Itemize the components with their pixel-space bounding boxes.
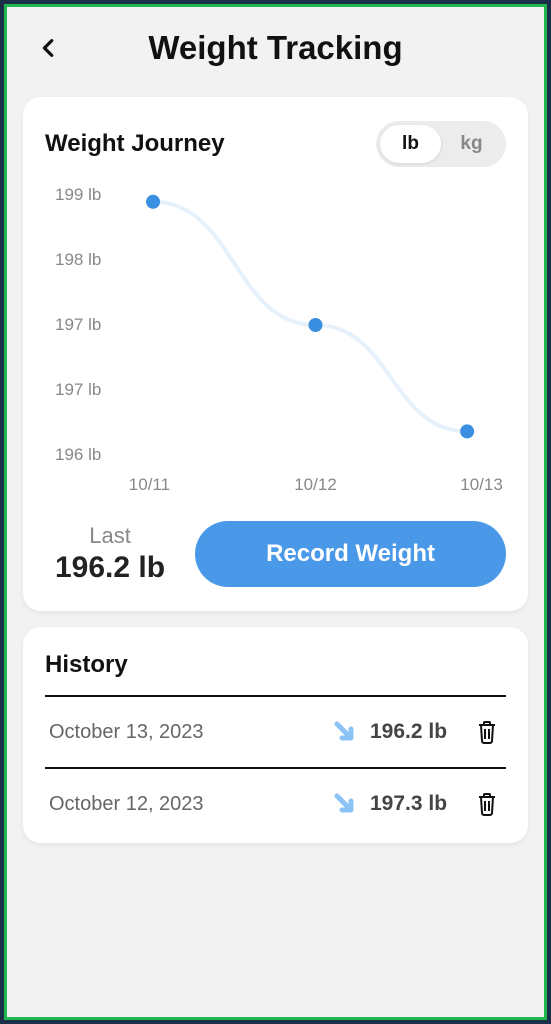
chart-ytick: 197 lb — [55, 315, 101, 335]
trend-down-icon — [332, 791, 358, 817]
chevron-left-icon — [38, 37, 60, 59]
history-date: October 12, 2023 — [49, 793, 320, 816]
chart-ytick: 197 lb — [55, 380, 101, 400]
unit-kg[interactable]: kg — [441, 125, 502, 163]
trash-icon — [475, 791, 499, 817]
chart-line — [153, 202, 467, 432]
delete-button[interactable] — [472, 717, 502, 747]
history-row: October 13, 2023 196.2 lb — [45, 695, 506, 767]
weight-chart: 199 lb 198 lb 197 lb 197 lb 196 lb 10/11 10/12… — [45, 185, 506, 495]
weight-journey-card: Weight Journey lb kg 199 lb198 lb197 lb1… — [23, 97, 528, 611]
page-title: Weight Tracking — [67, 29, 484, 67]
chart-xtick: 10/12 — [294, 475, 337, 495]
chart-svg — [135, 185, 496, 465]
last-weight-block: Last 196.2 lb — [45, 523, 175, 585]
last-label: Last — [55, 523, 165, 549]
trash-icon — [475, 719, 499, 745]
history-date: October 13, 2023 — [49, 721, 320, 744]
record-weight-button[interactable]: Record Weight — [195, 521, 506, 587]
chart-xtick: 10/11 — [129, 475, 170, 495]
chart-xtick: 10/13 — [460, 475, 503, 495]
journey-title: Weight Journey — [45, 130, 225, 158]
history-row: October 12, 2023 197.3 lb — [45, 767, 506, 839]
chart-ytick: 196 lb — [55, 445, 101, 465]
chart-ytick: 198 lb — [55, 250, 101, 270]
unit-toggle: lb kg — [376, 121, 506, 167]
chart-ytick: 199 lb — [55, 185, 101, 205]
delete-button[interactable] — [472, 789, 502, 819]
chart-marker — [309, 318, 323, 332]
unit-lb[interactable]: lb — [380, 125, 441, 163]
history-title: History — [45, 651, 506, 679]
back-button[interactable] — [31, 30, 67, 66]
last-value: 196.2 lb — [55, 551, 165, 585]
chart-marker — [146, 195, 160, 209]
header: Weight Tracking — [11, 11, 540, 97]
history-card: History October 13, 2023196.2 lbOctober … — [23, 627, 528, 843]
history-weight: 196.2 lb — [370, 720, 460, 744]
trend-down-icon — [332, 719, 358, 745]
chart-marker — [460, 424, 474, 438]
history-weight: 197.3 lb — [370, 792, 460, 816]
